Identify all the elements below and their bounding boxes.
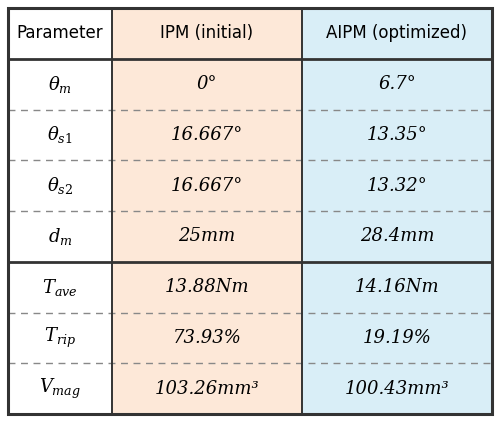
Bar (112, 160, 302, 211)
Text: $\theta_{m}$: $\theta_{m}$ (48, 73, 72, 95)
Bar (112, 8, 302, 59)
Bar (302, 109, 492, 160)
Bar (8, 59, 112, 109)
Bar (112, 363, 302, 414)
Bar (302, 8, 492, 59)
Text: 14.16Nm: 14.16Nm (354, 278, 439, 296)
Bar (302, 160, 492, 211)
Text: 19.19%: 19.19% (362, 329, 432, 347)
Bar (8, 262, 112, 313)
Text: 13.88Nm: 13.88Nm (164, 278, 249, 296)
Text: $\theta_{s1}$: $\theta_{s1}$ (48, 124, 73, 145)
Text: 6.7°: 6.7° (378, 75, 416, 93)
Bar (112, 109, 302, 160)
Text: $d_{m}$: $d_{m}$ (48, 226, 72, 247)
Text: 13.32°: 13.32° (366, 177, 428, 195)
Bar (302, 211, 492, 262)
Text: 16.667°: 16.667° (171, 126, 243, 144)
Bar (302, 313, 492, 363)
Bar (302, 262, 492, 313)
Bar (302, 59, 492, 109)
Bar (8, 8, 112, 59)
Bar (112, 262, 302, 313)
Bar (8, 211, 112, 262)
Text: AIPM (optimized): AIPM (optimized) (326, 24, 468, 42)
Text: 25mm: 25mm (178, 227, 236, 245)
Bar (112, 211, 302, 262)
Text: $T_{ave}$: $T_{ave}$ (42, 277, 78, 298)
Text: 73.93%: 73.93% (172, 329, 242, 347)
Text: 0°: 0° (196, 75, 217, 93)
Bar (8, 109, 112, 160)
Bar (8, 313, 112, 363)
Text: $T_{rip}$: $T_{rip}$ (44, 326, 76, 350)
Text: $V_{mag}$: $V_{mag}$ (39, 376, 81, 401)
Text: 16.667°: 16.667° (171, 177, 243, 195)
Text: 28.4mm: 28.4mm (360, 227, 434, 245)
Text: 100.43mm³: 100.43mm³ (344, 380, 450, 398)
Text: 103.26mm³: 103.26mm³ (154, 380, 260, 398)
Text: $\theta_{s2}$: $\theta_{s2}$ (47, 175, 73, 196)
Text: Parameter: Parameter (16, 24, 104, 42)
Bar (8, 160, 112, 211)
Bar (112, 313, 302, 363)
Text: IPM (initial): IPM (initial) (160, 24, 254, 42)
Bar (112, 59, 302, 109)
Text: 13.35°: 13.35° (366, 126, 428, 144)
Bar (302, 363, 492, 414)
Bar (8, 363, 112, 414)
